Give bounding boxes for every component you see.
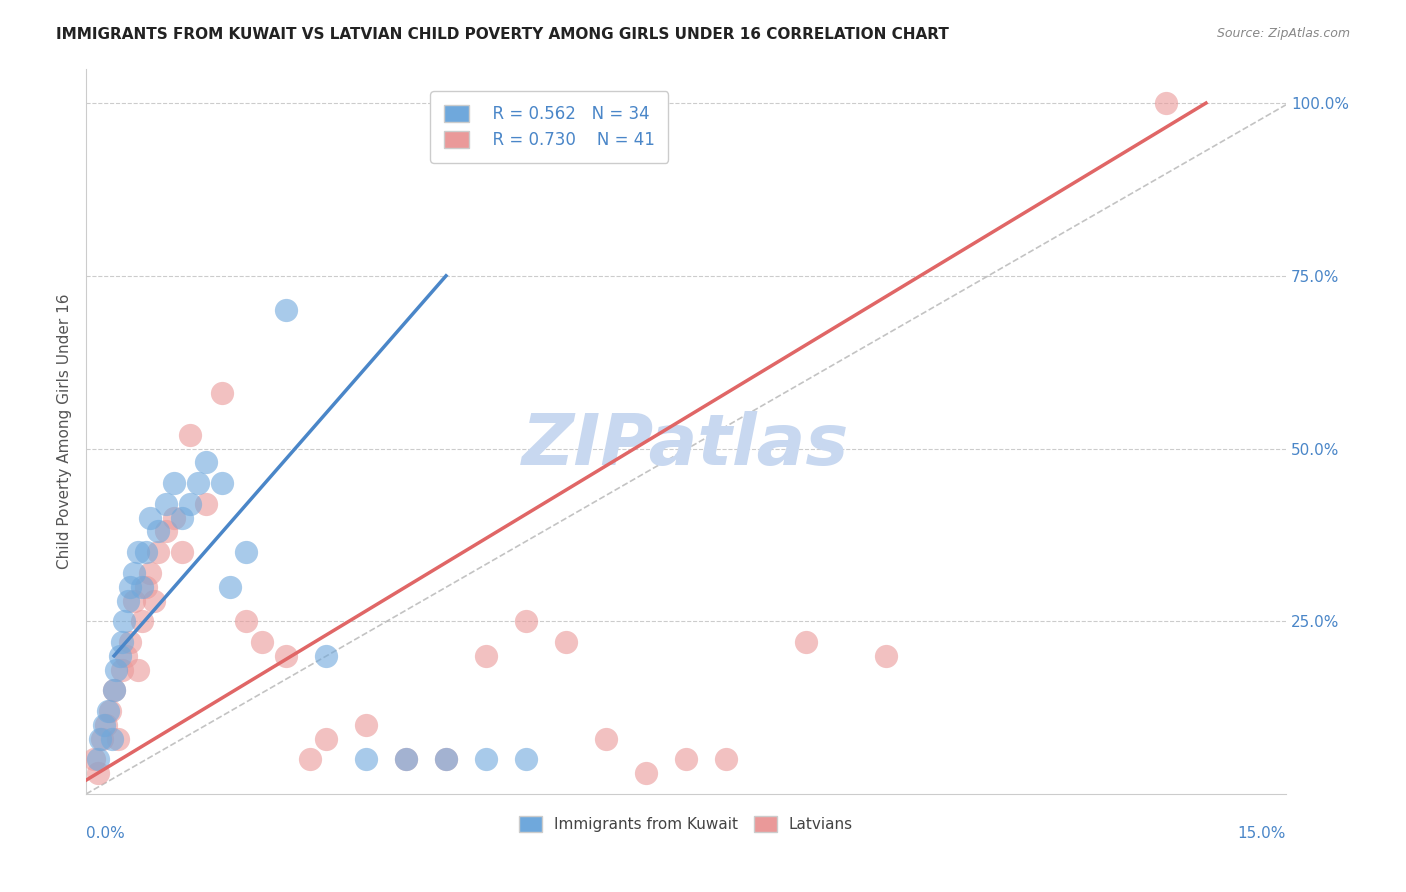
Point — [179, 497, 201, 511]
Point — [146, 545, 169, 559]
Point — [475, 752, 498, 766]
Point — [555, 635, 578, 649]
Point — [195, 455, 218, 469]
Point — [146, 524, 169, 539]
Point — [315, 731, 337, 746]
Point — [97, 704, 120, 718]
Point — [91, 731, 114, 746]
Point — [515, 752, 537, 766]
Point — [89, 731, 111, 746]
Point — [211, 386, 233, 401]
Point — [87, 752, 110, 766]
Point — [93, 718, 115, 732]
Text: Source: ZipAtlas.com: Source: ZipAtlas.com — [1216, 27, 1350, 40]
Point — [139, 566, 162, 580]
Point — [115, 648, 138, 663]
Point — [131, 580, 153, 594]
Point — [135, 580, 157, 594]
Point — [120, 635, 142, 649]
Point — [122, 566, 145, 580]
Point — [211, 476, 233, 491]
Point — [235, 614, 257, 628]
Point — [675, 752, 697, 766]
Text: 15.0%: 15.0% — [1237, 825, 1286, 840]
Point — [139, 510, 162, 524]
Point — [105, 663, 128, 677]
Point — [111, 663, 134, 677]
Point — [434, 752, 457, 766]
Text: 0.0%: 0.0% — [86, 825, 125, 840]
Legend: Immigrants from Kuwait, Latvians: Immigrants from Kuwait, Latvians — [508, 804, 865, 845]
Point — [274, 303, 297, 318]
Text: IMMIGRANTS FROM KUWAIT VS LATVIAN CHILD POVERTY AMONG GIRLS UNDER 16 CORRELATION: IMMIGRANTS FROM KUWAIT VS LATVIAN CHILD … — [56, 27, 949, 42]
Point — [475, 648, 498, 663]
Point — [100, 731, 122, 746]
Point — [195, 497, 218, 511]
Point — [111, 635, 134, 649]
Point — [107, 731, 129, 746]
Point — [595, 731, 617, 746]
Point — [714, 752, 737, 766]
Point — [94, 718, 117, 732]
Point — [127, 663, 149, 677]
Point — [98, 704, 121, 718]
Point — [103, 683, 125, 698]
Point — [170, 510, 193, 524]
Point — [179, 427, 201, 442]
Point — [1154, 96, 1177, 111]
Point — [117, 593, 139, 607]
Point — [434, 752, 457, 766]
Point — [395, 752, 418, 766]
Point — [875, 648, 897, 663]
Point — [114, 614, 136, 628]
Point — [163, 476, 186, 491]
Point — [299, 752, 322, 766]
Point — [274, 648, 297, 663]
Point — [794, 635, 817, 649]
Point — [127, 545, 149, 559]
Point — [122, 593, 145, 607]
Point — [103, 683, 125, 698]
Point — [219, 580, 242, 594]
Point — [354, 752, 377, 766]
Point — [170, 545, 193, 559]
Text: ZIPatlas: ZIPatlas — [522, 411, 849, 480]
Point — [83, 752, 105, 766]
Point — [155, 497, 177, 511]
Point — [634, 766, 657, 780]
Point — [108, 648, 131, 663]
Point — [515, 614, 537, 628]
Point — [155, 524, 177, 539]
Point — [143, 593, 166, 607]
Point — [354, 718, 377, 732]
Point — [131, 614, 153, 628]
Point — [163, 510, 186, 524]
Point — [315, 648, 337, 663]
Point — [395, 752, 418, 766]
Y-axis label: Child Poverty Among Girls Under 16: Child Poverty Among Girls Under 16 — [58, 293, 72, 569]
Point — [250, 635, 273, 649]
Point — [120, 580, 142, 594]
Point — [187, 476, 209, 491]
Point — [135, 545, 157, 559]
Point — [235, 545, 257, 559]
Point — [87, 766, 110, 780]
